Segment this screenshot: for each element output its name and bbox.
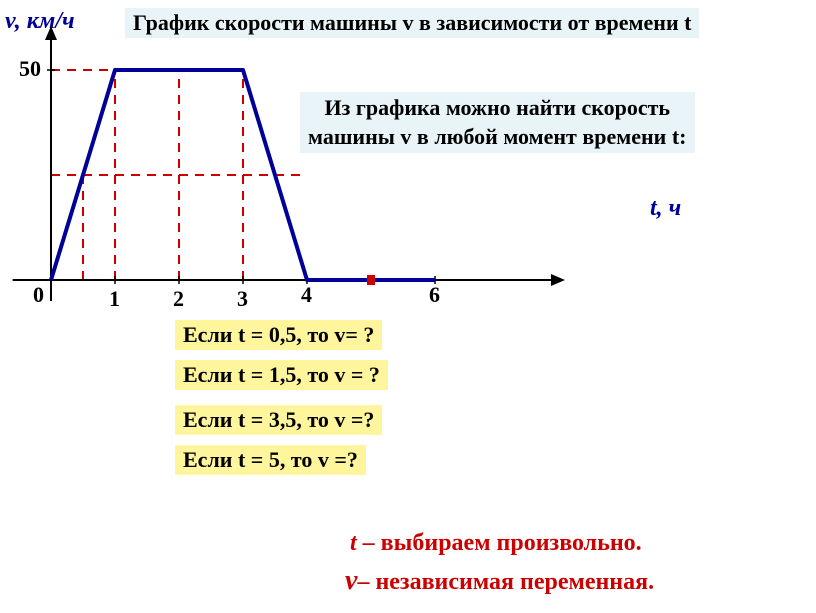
- x-tick-3: 3: [237, 286, 248, 312]
- y-tick-50: 50: [19, 56, 41, 82]
- x-tick-4: 4: [301, 282, 312, 308]
- footnote-2-var: v: [345, 565, 357, 596]
- x-tick-1: 1: [109, 286, 120, 312]
- footnote-1: t – выбираем произвольно.: [350, 530, 642, 557]
- x-tick-0: 0: [33, 282, 44, 308]
- question-2: Если t = 1,5, то v = ?: [175, 360, 388, 390]
- velocity-chart: [0, 0, 816, 320]
- x-tick-2: 2: [173, 286, 184, 312]
- question-3: Если t = 3,5, то v =?: [175, 405, 382, 435]
- footnote-1-text: – выбираем произвольно.: [357, 530, 642, 556]
- x-tick-6: 6: [429, 282, 440, 308]
- footnote-2: v– независимая переменная.: [345, 565, 654, 597]
- question-1: Если t = 0,5, то v= ?: [175, 320, 382, 350]
- footnote-1-var: t: [350, 530, 357, 556]
- question-4: Если t = 5, то v =?: [175, 445, 366, 475]
- footnote-2-text: – независимая переменная.: [357, 569, 654, 595]
